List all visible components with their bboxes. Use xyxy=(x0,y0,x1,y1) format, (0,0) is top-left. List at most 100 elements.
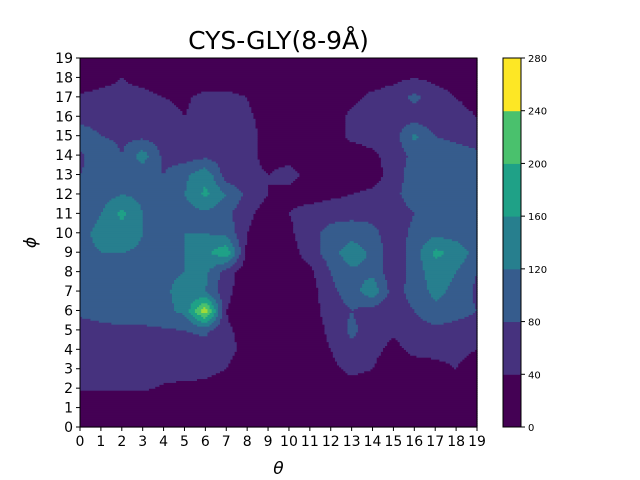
contour-cell xyxy=(207,277,221,280)
contour-cell xyxy=(326,261,349,265)
contour-cell xyxy=(80,188,188,191)
contour-cell xyxy=(80,413,478,416)
contour-cell xyxy=(80,378,198,381)
contour-cell xyxy=(207,281,219,284)
contour-cell xyxy=(343,300,382,304)
contour-cell xyxy=(205,289,219,292)
colorbar-segment xyxy=(503,110,521,164)
contour-cell xyxy=(80,158,85,162)
contour-cell xyxy=(393,83,436,86)
contour-cell xyxy=(148,139,259,143)
contour-cell xyxy=(203,306,206,310)
contour-cell xyxy=(332,275,386,279)
contour-cell xyxy=(136,155,150,158)
y-tick-label: 14 xyxy=(55,148,73,164)
contour-cell xyxy=(472,285,478,288)
contour-cell xyxy=(472,112,478,115)
contour-cell xyxy=(387,279,407,282)
contour-cell xyxy=(293,221,336,224)
contour-cell xyxy=(92,240,140,244)
contour-cell xyxy=(330,269,384,273)
contour-cell xyxy=(401,127,430,131)
contour-cell xyxy=(345,259,363,263)
contour-cell xyxy=(382,267,407,271)
contour-cell xyxy=(410,302,476,306)
contour-cell xyxy=(403,125,428,129)
contour-cell xyxy=(80,395,478,399)
contour-cell xyxy=(80,362,229,366)
contour-cell xyxy=(201,192,211,195)
contour-cell xyxy=(207,190,223,193)
contour-cell xyxy=(80,390,478,393)
contour-cell xyxy=(80,258,186,261)
x-tick-label: 18 xyxy=(447,434,465,450)
contour-cell xyxy=(236,343,330,347)
contour-cell xyxy=(186,182,217,185)
contour-cell xyxy=(92,236,142,240)
contour-cell xyxy=(234,207,259,211)
contour-cell xyxy=(188,106,252,110)
contour-cell xyxy=(433,131,478,135)
contour-cell xyxy=(326,333,351,337)
contour-cell xyxy=(456,96,478,100)
contour-cell xyxy=(382,166,405,170)
contour-cell xyxy=(80,236,94,240)
contour-cell xyxy=(364,292,378,296)
contour-cell xyxy=(232,329,326,333)
contour-cell xyxy=(230,298,319,302)
contour-cell xyxy=(232,219,252,222)
contour-cell xyxy=(451,320,478,323)
contour-cell xyxy=(80,359,232,362)
contour-cell xyxy=(472,298,478,302)
contour-cell xyxy=(142,228,236,232)
contour-cell xyxy=(362,259,384,263)
contour-cell xyxy=(405,151,478,154)
contour-cell xyxy=(226,234,238,238)
contour-cell xyxy=(401,193,478,197)
contour-cell xyxy=(190,100,250,104)
contour-cell xyxy=(119,149,125,152)
contour-cell xyxy=(174,302,192,306)
y-tick-label: 18 xyxy=(55,70,73,86)
contour-cell xyxy=(186,197,223,201)
contour-cell xyxy=(209,292,221,296)
contour-cell xyxy=(408,234,478,238)
contour-cell xyxy=(184,242,234,246)
y-tick-label: 11 xyxy=(55,206,73,222)
contour-cell xyxy=(144,160,163,164)
contour-cell xyxy=(80,145,119,148)
contour-cell xyxy=(207,271,221,275)
contour-cell xyxy=(314,269,332,273)
contour-cell xyxy=(184,265,215,269)
contour-cell xyxy=(230,294,319,298)
contour-cell xyxy=(293,180,380,183)
contour-cell xyxy=(318,291,340,294)
contour-cell xyxy=(80,425,478,428)
contour-cell xyxy=(100,250,127,253)
contour-cell xyxy=(387,281,407,284)
contour-cell xyxy=(146,324,198,327)
contour-cell xyxy=(80,339,236,343)
contour-cell xyxy=(378,180,405,183)
contour-cell xyxy=(230,250,236,253)
contour-cell xyxy=(217,283,236,286)
contour-cell xyxy=(80,329,188,333)
contour-cell xyxy=(410,353,470,356)
contour-cell xyxy=(293,207,411,211)
contour-cell xyxy=(171,294,213,298)
contour-cell xyxy=(217,184,236,187)
contour-cell xyxy=(209,269,223,273)
contour-cell xyxy=(80,316,83,319)
contour-cell xyxy=(119,209,125,213)
contour-cell xyxy=(232,91,369,94)
contour-cell xyxy=(219,296,232,300)
contour-cell xyxy=(466,256,478,259)
contour-cell xyxy=(234,275,315,279)
contour-cell xyxy=(326,337,392,341)
contour-cell xyxy=(180,108,188,112)
contour-cell xyxy=(345,133,401,137)
contour-cell xyxy=(435,248,438,251)
contour-cell xyxy=(238,256,246,259)
contour-cell xyxy=(456,366,478,370)
x-tick-label: 2 xyxy=(117,434,126,450)
